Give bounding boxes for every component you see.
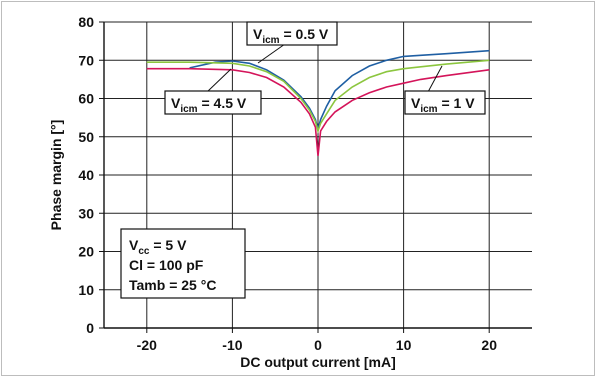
x-axis-label: DC output current [mA] [240, 354, 396, 370]
y-tick-label: 0 [86, 320, 94, 336]
annotation-vicm-0-5-main: V [253, 26, 263, 42]
chart-frame: 0 10 20 30 40 50 60 70 80 -20 -10 0 10 20 DC output c… [1, 1, 595, 376]
y-tick-label: 30 [78, 205, 94, 221]
conditions-line-vcc: Vcc = 5 V [129, 237, 187, 257]
x-tick-label: 10 [396, 337, 412, 353]
y-tick-label: 50 [78, 129, 94, 145]
annotation-vicm-1-box [404, 90, 486, 115]
annotation-vicm-4-5-sub: icm [180, 104, 197, 115]
annotation-vicm-1-sub: icm [420, 104, 437, 115]
annotation-vicm-0-5-box [246, 21, 338, 46]
annotation-vicm-0-5-rest: = 0.5 V [280, 26, 329, 42]
y-axis-label: Phase margin [°] [48, 120, 64, 231]
conditions-box-frame [120, 228, 246, 299]
series-line-0 [189, 49, 490, 133]
annotation-vicm-4-5-main: V [171, 95, 181, 111]
x-tick-label: -20 [137, 337, 157, 353]
conditions-vcc-rest: = 5 V [149, 237, 187, 253]
annotation-vicm-0-5-text: Vicm = 0.5 V [253, 26, 329, 46]
annotation-vicm-4-5-box [164, 90, 262, 115]
conditions-line-cl: Cl = 100 pF [129, 257, 204, 273]
annotation-vicm-0-5-sub: icm [262, 35, 279, 46]
annotation-vicm-1-main: V [411, 95, 421, 111]
x-tick-label: 20 [481, 337, 497, 353]
y-tick-label: 80 [78, 14, 94, 30]
annotation-vicm-1-rest: = 1 V [438, 95, 476, 111]
series-layer [146, 49, 490, 156]
y-tick-label: 60 [78, 91, 94, 107]
x-tick-label: 0 [314, 337, 322, 353]
y-tick-label: 10 [78, 282, 94, 298]
annotation-vicm-4-5: Vicm = 4.5 V [164, 68, 262, 115]
series-line-1 [146, 59, 490, 134]
x-tick-label: -10 [222, 337, 242, 353]
conditions-vcc-sub: cc [138, 246, 150, 257]
series-line-2 [146, 67, 490, 156]
annotation-vicm-0-5: Vicm = 0.5 V [246, 21, 338, 64]
annotation-vicm-4-5-text: Vicm = 4.5 V [171, 95, 247, 115]
annotation-vicm-1: Vicm = 1 V [404, 65, 486, 115]
tick-layer: 0 10 20 30 40 50 60 70 80 -20 -10 0 10 20 [78, 14, 497, 353]
annotation-vicm-1-leader [427, 65, 443, 93]
conditions-box: Vcc = 5 V Cl = 100 pF Tamb = 25 °C [120, 228, 246, 299]
conditions-line-tamb: Tamb = 25 °C [129, 277, 216, 293]
y-tick-label: 40 [78, 167, 94, 183]
annotation-vicm-4-5-leader [206, 68, 232, 93]
conditions-vcc-main: V [129, 237, 139, 253]
annotation-vicm-4-5-rest: = 4.5 V [198, 95, 247, 111]
y-tick-label: 20 [78, 244, 94, 260]
y-tick-label: 70 [78, 52, 94, 68]
annotation-vicm-0-5-leader [257, 43, 286, 64]
annotation-vicm-1-text: Vicm = 1 V [411, 95, 475, 115]
